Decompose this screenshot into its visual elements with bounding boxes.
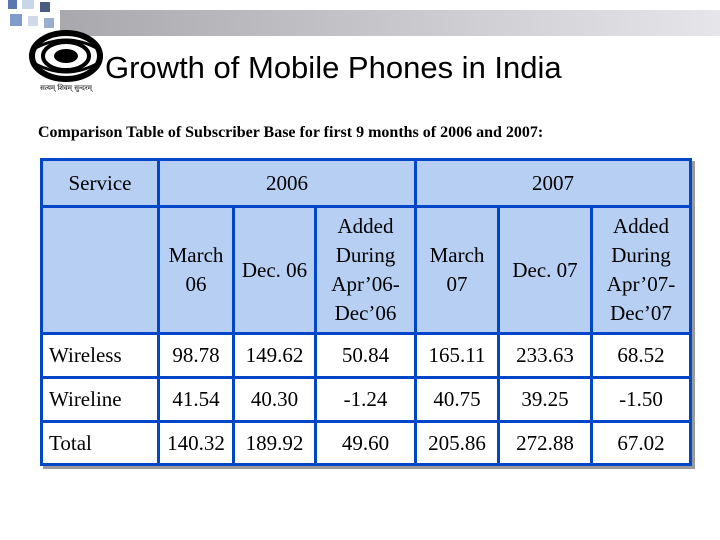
logo-caption: सत्यम् शिवम् सुन्दरम्: [40, 84, 92, 92]
table-cell: 40.30: [235, 379, 314, 420]
cell-value: 39.25: [521, 387, 569, 411]
cell-value: 98.78: [172, 343, 220, 367]
deco-square: [28, 16, 38, 26]
table-cell: 233.63: [500, 335, 590, 376]
deco-square: [40, 2, 50, 12]
cell-value: 149.62: [245, 343, 304, 367]
header-dec-07: Dec. 07: [500, 208, 590, 332]
header-year-2006: 2006: [160, 161, 414, 205]
table-cell: -1.24: [317, 379, 414, 420]
header-year-2007: 2007: [417, 161, 689, 205]
deco-square: [8, 0, 17, 9]
header-line: March: [429, 243, 485, 267]
cell-value: 50.84: [341, 343, 390, 367]
header-dec-06: Dec. 06: [235, 208, 314, 332]
table-cell: 140.32: [160, 423, 232, 463]
slide-subtitle: Comparison Table of Subscriber Base for …: [38, 124, 544, 141]
header-added-2007: Added During Apr’07- Dec’07: [593, 208, 689, 332]
header-line: March: [168, 243, 224, 267]
table-cell: 67.02: [593, 423, 689, 463]
table-cell: 205.86: [417, 423, 497, 463]
table-cell: 98.78: [160, 335, 232, 376]
header-year-2007-label: 2007: [532, 170, 574, 195]
row-service-label: Wireline: [49, 387, 122, 411]
cell-value: 41.54: [172, 387, 220, 411]
decorative-header-band: [0, 0, 720, 36]
cell-value: 272.88: [516, 430, 574, 455]
header-march-06: March 06: [160, 208, 232, 332]
cell-value: 40.75: [433, 387, 481, 411]
table-cell: 49.60: [317, 423, 414, 463]
cell-value: 140.32: [167, 430, 225, 455]
cell-value: 205.86: [428, 430, 486, 455]
header-line: Dec. 07: [512, 257, 578, 282]
deco-square: [22, 0, 34, 9]
header-line: During: [335, 243, 396, 267]
table-row-total-label: Total: [43, 423, 157, 463]
header-line: During: [611, 243, 671, 267]
header-line: Apr’06-: [331, 272, 400, 296]
table-cell: 189.92: [235, 423, 314, 463]
cell-value: -1.24: [343, 387, 388, 411]
table-row-wireline-label: Wireline: [43, 379, 157, 420]
cell-value: 49.60: [341, 430, 390, 455]
header-line: 06: [185, 272, 207, 296]
header-added-2006: Added During Apr’06- Dec’06: [317, 208, 414, 332]
table-cell: 41.54: [160, 379, 232, 420]
deco-square: [10, 14, 22, 26]
row-service-label: Wireless: [49, 343, 122, 367]
header-line: Apr’07-: [606, 272, 676, 296]
header-line: Dec. 06: [241, 257, 308, 282]
deco-square: [44, 18, 54, 28]
header-service: Service: [43, 161, 157, 205]
header-line: Dec’06: [334, 301, 397, 325]
header-line: Dec’07: [610, 301, 672, 325]
table-row-wireless-label: Wireless: [43, 335, 157, 376]
slide-title: Growth of Mobile Phones in India: [105, 50, 562, 85]
table-cell: 149.62: [235, 335, 314, 376]
header-march-07: March 07: [417, 208, 497, 332]
table-cell: 39.25: [500, 379, 590, 420]
doordarshan-logo-icon: [24, 30, 108, 96]
header-service-blank: [43, 208, 157, 332]
table-cell: 40.75: [417, 379, 497, 420]
cell-value: 189.92: [245, 430, 304, 455]
header-service-label: Service: [68, 170, 132, 195]
cell-value: 68.52: [617, 343, 665, 367]
cell-value: 233.63: [516, 343, 574, 367]
header-year-2006-label: 2006: [266, 170, 308, 195]
cell-value: 40.30: [250, 387, 299, 411]
header-line: 07: [446, 272, 468, 296]
table-cell: 272.88: [500, 423, 590, 463]
cell-value: 165.11: [428, 343, 486, 367]
header-line: Added: [337, 214, 394, 238]
row-service-label: Total: [49, 430, 92, 455]
subscriber-table: Service 2006 2007 March 06 Dec. 06 Added…: [40, 158, 692, 466]
cell-value: 67.02: [617, 430, 665, 455]
table-cell: -1.50: [593, 379, 689, 420]
cell-value: -1.50: [619, 387, 663, 411]
table-cell: 50.84: [317, 335, 414, 376]
table-cell: 165.11: [417, 335, 497, 376]
header-line: Added: [613, 214, 669, 238]
deco-gradient-bar: [60, 10, 720, 36]
table-cell: 68.52: [593, 335, 689, 376]
